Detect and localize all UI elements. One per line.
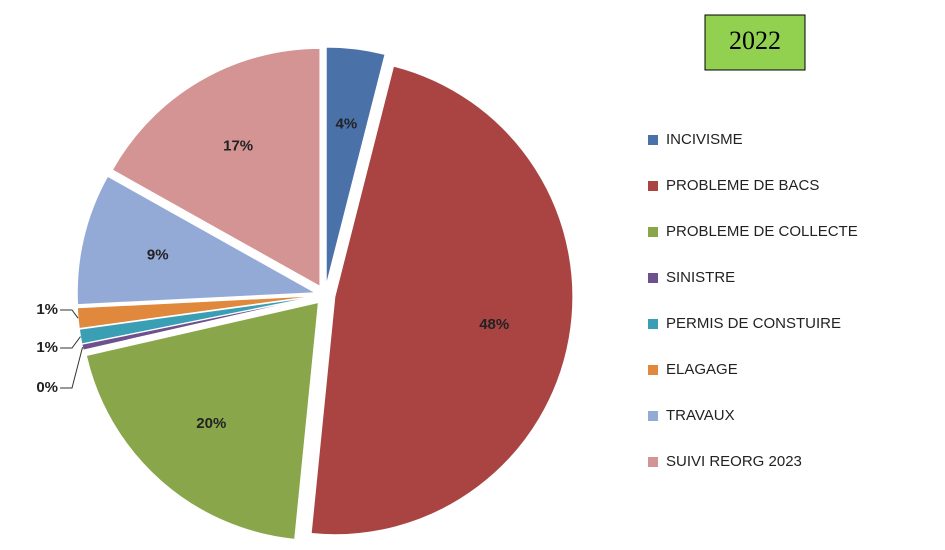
legend-swatch bbox=[648, 135, 658, 145]
legend-swatch bbox=[648, 273, 658, 283]
pie-slice bbox=[85, 301, 319, 540]
chart-title: 2022 bbox=[729, 26, 781, 55]
pie-slice bbox=[76, 175, 318, 306]
legend-swatch bbox=[648, 319, 658, 329]
data-label: 48% bbox=[479, 316, 509, 333]
legend-label: INCIVISME bbox=[666, 131, 743, 148]
title-box bbox=[704, 14, 806, 71]
legend-swatch bbox=[648, 457, 658, 467]
leader-line bbox=[60, 336, 81, 349]
data-label: 1% bbox=[36, 339, 58, 356]
data-label: 1% bbox=[36, 301, 58, 318]
data-label: 9% bbox=[147, 247, 169, 264]
data-label: 0% bbox=[36, 379, 58, 396]
pie-slice bbox=[310, 65, 574, 536]
data-label: 17% bbox=[223, 138, 253, 155]
legend-swatch bbox=[648, 411, 658, 421]
leader-line bbox=[60, 309, 79, 319]
legend-swatch bbox=[648, 181, 658, 191]
legend-label: TRAVAUX bbox=[666, 407, 735, 424]
legend-label: SUIVI REORG 2023 bbox=[666, 453, 802, 470]
legend-label: PERMIS DE CONSTUIRE bbox=[666, 315, 841, 332]
legend-label: PROBLEME DE BACS bbox=[666, 177, 819, 194]
leader-line bbox=[60, 347, 84, 389]
legend-label: SINISTRE bbox=[666, 269, 735, 286]
legend-swatch bbox=[648, 365, 658, 375]
data-label: 20% bbox=[196, 415, 226, 432]
pie-slice bbox=[325, 46, 386, 286]
data-label: 4% bbox=[336, 115, 358, 132]
pie-slice bbox=[111, 47, 321, 288]
legend-label: ELAGAGE bbox=[666, 361, 738, 378]
legend-label: PROBLEME DE COLLECTE bbox=[666, 223, 858, 240]
legend-swatch bbox=[648, 227, 658, 237]
